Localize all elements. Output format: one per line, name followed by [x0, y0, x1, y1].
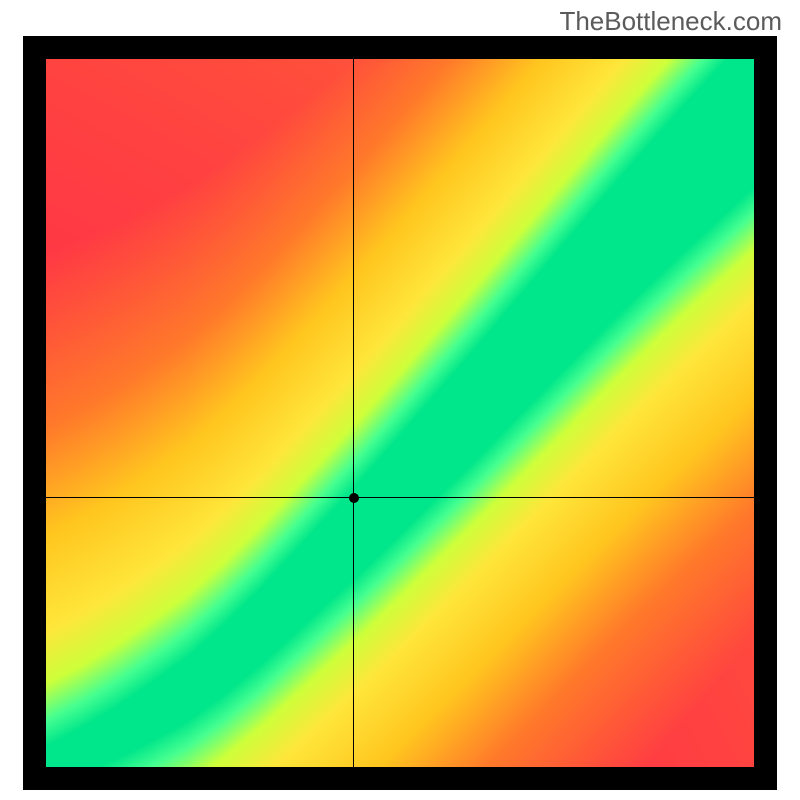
crosshair-vertical [353, 59, 354, 767]
plot-area [46, 59, 754, 767]
chart-frame: TheBottleneck.com [0, 0, 800, 800]
watermark-text: TheBottleneck.com [559, 6, 782, 37]
bottleneck-heatmap [46, 59, 754, 767]
data-point-marker [349, 493, 359, 503]
crosshair-horizontal [46, 497, 754, 498]
